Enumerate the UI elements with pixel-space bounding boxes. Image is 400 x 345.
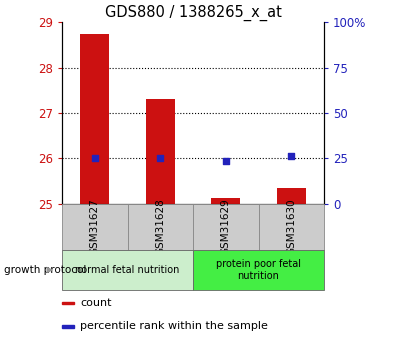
Bar (211, 198, 240, 204)
Text: GSM31630: GSM31630 (286, 198, 296, 255)
Bar (62, 325, 74, 328)
Bar (258, 204, 324, 250)
Text: growth protocol: growth protocol (4, 265, 86, 275)
Bar (62, 250, 193, 290)
Text: GSM31627: GSM31627 (90, 198, 100, 255)
Text: percentile rank within the sample: percentile rank within the sample (80, 322, 268, 332)
Bar (146, 99, 175, 204)
Bar (128, 204, 193, 250)
Point (222, 158, 229, 163)
Bar (193, 250, 324, 290)
Text: normal fetal nutrition: normal fetal nutrition (75, 265, 180, 275)
Text: GSM31628: GSM31628 (155, 198, 165, 255)
Text: protein poor fetal
nutrition: protein poor fetal nutrition (216, 259, 301, 281)
Title: GDS880 / 1388265_x_at: GDS880 / 1388265_x_at (104, 5, 282, 21)
Point (157, 156, 164, 161)
Text: GSM31629: GSM31629 (221, 198, 231, 255)
Point (92, 156, 98, 161)
Bar (80, 34, 110, 204)
Point (288, 153, 294, 159)
Text: count: count (80, 298, 112, 308)
Bar (62, 302, 74, 305)
Bar (193, 204, 258, 250)
Bar (62, 204, 128, 250)
Bar (276, 188, 306, 204)
